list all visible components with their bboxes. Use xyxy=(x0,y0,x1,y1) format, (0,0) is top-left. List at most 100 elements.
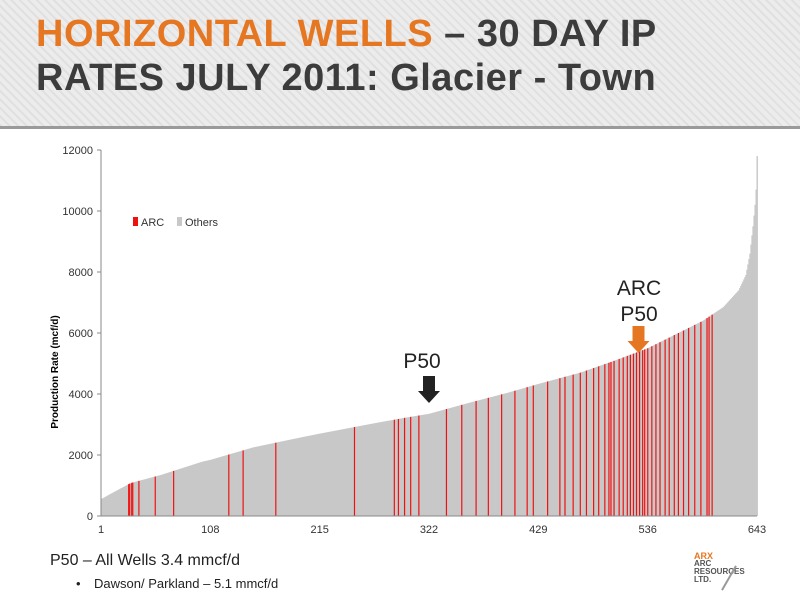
bar-other-well xyxy=(636,352,639,516)
bar-other-well xyxy=(721,307,724,516)
bar-other-well xyxy=(705,318,707,516)
bar-arc-well xyxy=(242,450,244,516)
bar-other-well xyxy=(338,429,340,516)
bar-arc-well xyxy=(598,366,600,516)
legend-arc-label: ARC xyxy=(141,217,164,229)
bar-other-well xyxy=(160,474,163,516)
bar-other-well xyxy=(229,454,231,516)
bar-arc-well xyxy=(668,337,670,516)
bar-other-well xyxy=(293,438,296,516)
bar-other-well xyxy=(456,406,458,516)
bar-other-well xyxy=(524,387,526,516)
bar-arc-well xyxy=(593,368,595,516)
bar-other-well xyxy=(279,441,281,516)
bar-arc-well xyxy=(547,381,549,516)
bar-other-well xyxy=(192,464,194,516)
bar-other-well xyxy=(376,422,378,516)
bar-other-well xyxy=(118,489,121,516)
bar-other-well xyxy=(406,417,408,516)
bar-other-well xyxy=(463,404,465,516)
bar-other-well xyxy=(747,264,749,517)
bar-other-well xyxy=(437,411,440,516)
bar-other-well xyxy=(364,425,366,516)
legend-arc-swatch xyxy=(133,217,138,226)
bar-other-well xyxy=(285,440,287,516)
bar-other-well xyxy=(533,385,536,516)
bar-other-well xyxy=(200,462,203,516)
bar-other-well xyxy=(439,410,442,516)
bar-arc-well xyxy=(677,333,680,516)
bar-other-well xyxy=(568,375,570,516)
bar-other-well xyxy=(336,430,338,516)
bar-other-well xyxy=(146,478,148,516)
bar-other-well xyxy=(280,441,282,516)
bar-other-well xyxy=(258,446,261,516)
bar-other-well xyxy=(643,349,645,516)
bar-arc-well xyxy=(608,362,610,516)
bar-other-well xyxy=(441,410,444,516)
bar-other-well xyxy=(177,469,179,516)
bar-other-well xyxy=(196,463,198,516)
bar-other-well xyxy=(558,378,560,516)
bar-other-well xyxy=(388,420,391,516)
bar-arc-well xyxy=(579,372,581,516)
x-tick-label: 643 xyxy=(748,524,766,536)
bar-other-well xyxy=(543,382,546,516)
bar-arc-well xyxy=(514,390,516,516)
bar-other-well xyxy=(663,340,665,516)
bar-other-well xyxy=(334,430,336,516)
bar-other-well xyxy=(194,464,196,516)
x-tick-label: 536 xyxy=(638,524,656,536)
bar-other-well xyxy=(231,453,233,516)
arc-p50-arrow-icon xyxy=(627,326,650,353)
bar-other-well xyxy=(176,469,178,516)
bar-other-well xyxy=(451,407,454,516)
bar-other-well xyxy=(261,445,264,516)
bar-other-well xyxy=(295,438,298,516)
bar-other-well xyxy=(693,325,695,517)
bar-other-well xyxy=(503,393,505,516)
bar-other-well xyxy=(341,429,344,516)
bar-other-well xyxy=(379,422,381,516)
bar-other-well xyxy=(207,460,210,516)
bar-other-well xyxy=(113,491,116,516)
bar-other-well xyxy=(627,355,630,516)
bar-other-well xyxy=(387,420,390,516)
bar-other-well xyxy=(277,442,279,516)
bar-other-well xyxy=(557,378,559,516)
bar-other-well xyxy=(424,414,426,516)
bar-other-well xyxy=(703,320,705,516)
bar-other-well xyxy=(698,322,700,516)
bar-other-well xyxy=(227,454,229,516)
bar-other-well xyxy=(112,492,115,516)
bar-other-well xyxy=(152,477,155,516)
bar-other-well xyxy=(468,402,470,516)
bar-other-well xyxy=(361,425,363,516)
bar-other-well xyxy=(704,319,706,516)
bar-other-well xyxy=(746,269,748,516)
bar-other-well xyxy=(607,363,609,516)
bar-other-well xyxy=(141,480,143,516)
bar-other-well xyxy=(522,388,524,516)
bar-other-well xyxy=(326,432,328,516)
bar-other-well xyxy=(222,456,224,516)
bar-other-well xyxy=(571,374,573,516)
bar-other-well xyxy=(377,422,379,516)
bar-other-well xyxy=(596,366,598,516)
bar-other-well xyxy=(552,380,554,516)
bar-other-well xyxy=(429,413,431,516)
bar-arc-well xyxy=(706,318,708,516)
bar-other-well xyxy=(219,457,221,516)
bar-other-well xyxy=(670,336,673,516)
bar-other-well xyxy=(189,465,191,516)
bar-other-well xyxy=(278,442,280,516)
bar-other-well xyxy=(683,329,686,516)
bar-other-well xyxy=(590,368,593,516)
bar-other-well xyxy=(671,336,674,516)
bar-other-well xyxy=(126,485,128,516)
bar-other-well xyxy=(691,326,693,516)
bar-other-well xyxy=(247,448,250,516)
bar-other-well xyxy=(370,423,372,516)
bar-arc-well xyxy=(659,342,661,516)
bar-other-well xyxy=(127,484,129,516)
